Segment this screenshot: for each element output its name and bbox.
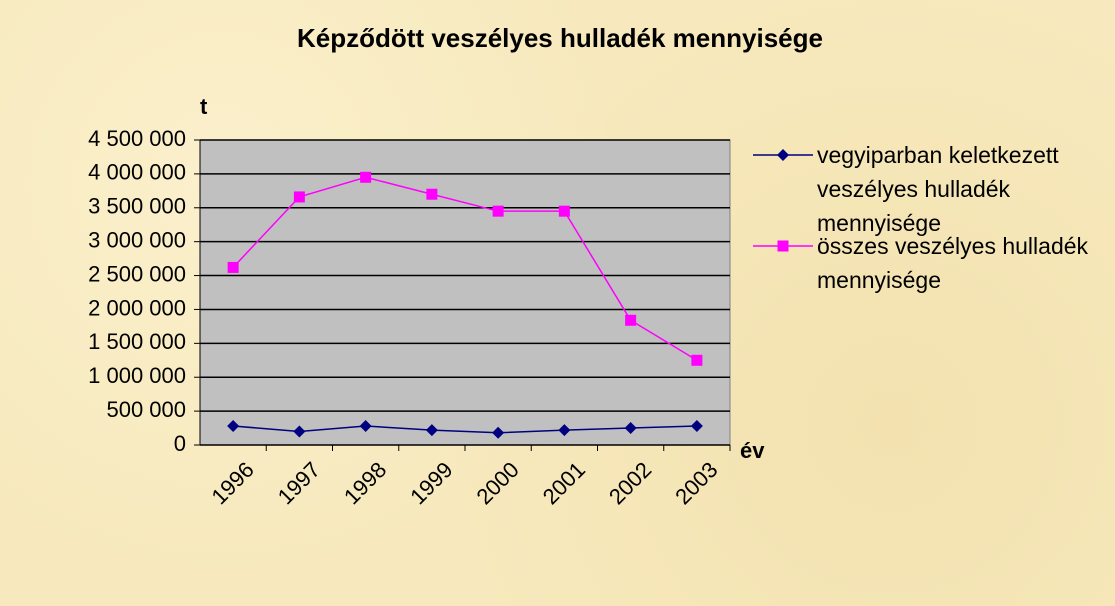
data-point xyxy=(359,420,372,433)
x-tick-label: 1999 xyxy=(405,457,457,509)
data-point xyxy=(492,426,505,439)
x-tick-label: 1997 xyxy=(273,457,325,509)
y-tick-label: 3 500 000 xyxy=(88,194,186,219)
x-tick-label: 1996 xyxy=(206,457,258,509)
chart-title: Képződött veszélyes hulladék mennyisége xyxy=(297,23,823,53)
y-tick-label: 4 000 000 xyxy=(88,160,186,185)
y-tick-label: 500 000 xyxy=(106,397,186,422)
legend-label: összes veszélyes hulladék mennyisége xyxy=(817,233,1089,293)
data-point xyxy=(293,425,306,438)
y-tick-label: 4 500 000 xyxy=(88,126,186,151)
data-point xyxy=(625,314,637,326)
y-tick-label: 2 000 000 xyxy=(88,295,186,320)
data-point xyxy=(227,420,240,433)
data-point xyxy=(492,205,504,217)
data-point xyxy=(227,261,239,273)
data-point xyxy=(426,188,438,200)
y-tick-label: 2 500 000 xyxy=(88,261,186,286)
series-line xyxy=(232,176,698,361)
y-tick-label: 3 000 000 xyxy=(88,227,186,252)
data-point xyxy=(690,420,703,433)
y-axis-label: t xyxy=(200,94,208,119)
x-tick-label: 2002 xyxy=(604,457,656,509)
y-tick-label: 1 500 000 xyxy=(88,329,186,354)
legend-marker xyxy=(777,149,789,161)
legend-marker xyxy=(777,240,789,252)
plot-area xyxy=(199,139,731,446)
data-point xyxy=(293,191,305,203)
data-point xyxy=(558,205,570,217)
legend-label: vegyiparban keletkezett veszélyes hullad… xyxy=(817,142,1059,236)
data-point xyxy=(360,171,372,183)
data-point xyxy=(425,424,438,437)
y-tick-label: 1 000 000 xyxy=(88,363,186,388)
x-tick-label: 2003 xyxy=(670,457,722,509)
data-point xyxy=(558,424,571,437)
x-tick-label: 2001 xyxy=(538,457,590,509)
x-tick-label: 1998 xyxy=(339,457,391,509)
x-axis-label: év xyxy=(740,438,765,463)
x-tick-label: 2000 xyxy=(471,457,523,509)
y-tick-label: 0 xyxy=(174,431,186,456)
data-point xyxy=(691,354,703,366)
series-line xyxy=(233,425,697,434)
data-point xyxy=(624,422,637,435)
